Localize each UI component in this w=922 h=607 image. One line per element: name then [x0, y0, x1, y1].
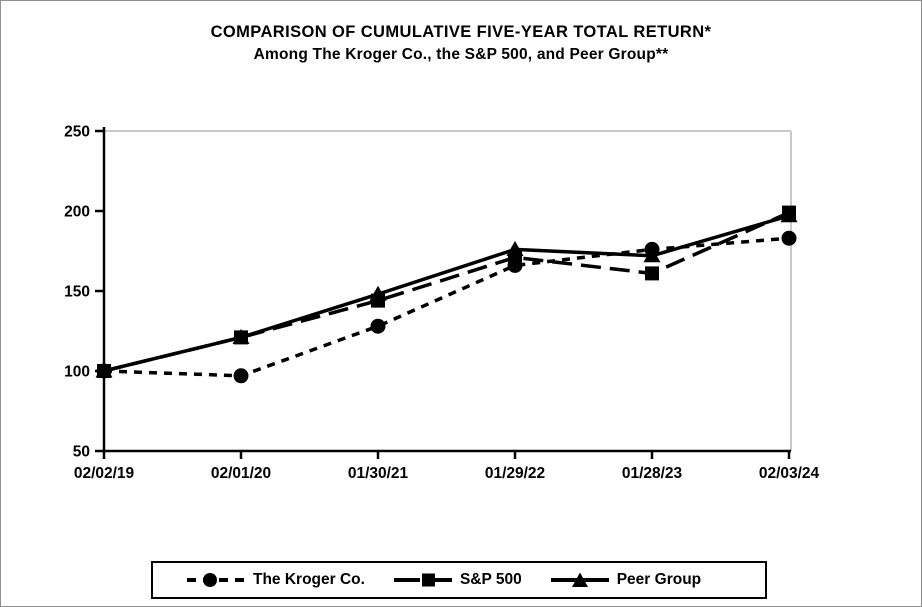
- chart-subtitle: Among The Kroger Co., the S&P 500, and P…: [253, 46, 669, 63]
- svg-text:150: 150: [64, 284, 90, 301]
- svg-text:100: 100: [64, 364, 90, 381]
- kroger-dashed-circle-swatch-icon: [187, 573, 245, 587]
- svg-text:02/02/19: 02/02/19: [74, 465, 135, 482]
- svg-text:01/30/21: 01/30/21: [348, 465, 409, 482]
- legend-item-peer-group: Peer Group: [549, 571, 701, 589]
- svg-text:50: 50: [73, 444, 90, 461]
- peer-group-solid-triangle-swatch-icon: [550, 572, 609, 587]
- chart-title-block: COMPARISON OF CUMULATIVE FIVE-YEAR TOTAL…: [1, 21, 921, 65]
- legend-label: The Kroger Co.: [253, 571, 365, 588]
- legend-item-kroger: The Kroger Co.: [185, 571, 365, 589]
- chart-plot-area: 50 100 150 200 250 02/02/19 02/01/20 01/30/21 01…: [64, 124, 820, 483]
- chart-title: COMPARISON OF CUMULATIVE FIVE-YEAR TOTAL…: [210, 23, 712, 41]
- legend-item-sp500: S&P 500: [392, 571, 522, 589]
- legend-label: Peer Group: [616, 571, 702, 588]
- legend: The Kroger Co. S&P 500 Peer Group: [151, 561, 767, 599]
- sp500-longdash-square-swatch-icon: [393, 573, 452, 587]
- svg-text:250: 250: [64, 124, 90, 141]
- svg-text:200: 200: [64, 204, 90, 221]
- svg-text:02/03/24: 02/03/24: [759, 465, 820, 482]
- svg-text:01/29/22: 01/29/22: [485, 465, 545, 482]
- legend-label: S&P 500: [459, 571, 522, 588]
- svg-text:02/01/20: 02/01/20: [211, 465, 271, 482]
- svg-text:01/28/23: 01/28/23: [622, 465, 683, 482]
